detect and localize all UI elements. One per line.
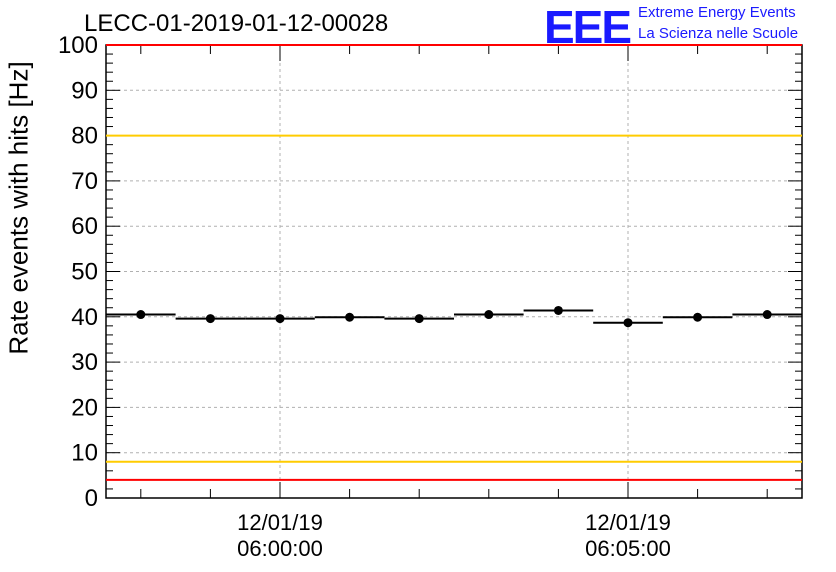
data-point: [345, 312, 355, 322]
data-point: [275, 314, 285, 324]
x-tick-label-time: 06:00:00: [237, 536, 323, 561]
y-tick-label: 20: [71, 394, 98, 421]
x-tick-label-date: 12/01/19: [585, 510, 671, 535]
y-tick-label: 40: [71, 304, 98, 331]
data-point: [693, 312, 703, 322]
x-tick-label-time: 06:05:00: [585, 536, 671, 561]
y-tick-label: 90: [71, 77, 98, 104]
chart-title: LECC-01-2019-01-12-00028: [84, 10, 389, 37]
logo-subtitle-2: La Scienza nelle Scuole: [638, 25, 799, 42]
data-point: [484, 310, 494, 320]
logo-subtitle-1: Extreme Energy Events: [638, 4, 796, 21]
data-point: [553, 305, 563, 315]
data-point: [762, 310, 772, 320]
y-tick-label: 80: [71, 123, 98, 150]
y-tick-label: 100: [58, 32, 98, 59]
y-tick-label: 30: [71, 349, 98, 376]
data-point: [414, 314, 424, 324]
y-tick-label: 0: [85, 485, 98, 512]
y-tick-label: 50: [71, 259, 98, 286]
data-point: [136, 310, 146, 320]
y-tick-label: 60: [71, 213, 98, 240]
y-tick-label: 10: [71, 440, 98, 467]
y-tick-label: 70: [71, 168, 98, 195]
data-point: [205, 314, 215, 324]
data-point: [623, 318, 633, 328]
x-tick-label-date: 12/01/19: [237, 510, 323, 535]
